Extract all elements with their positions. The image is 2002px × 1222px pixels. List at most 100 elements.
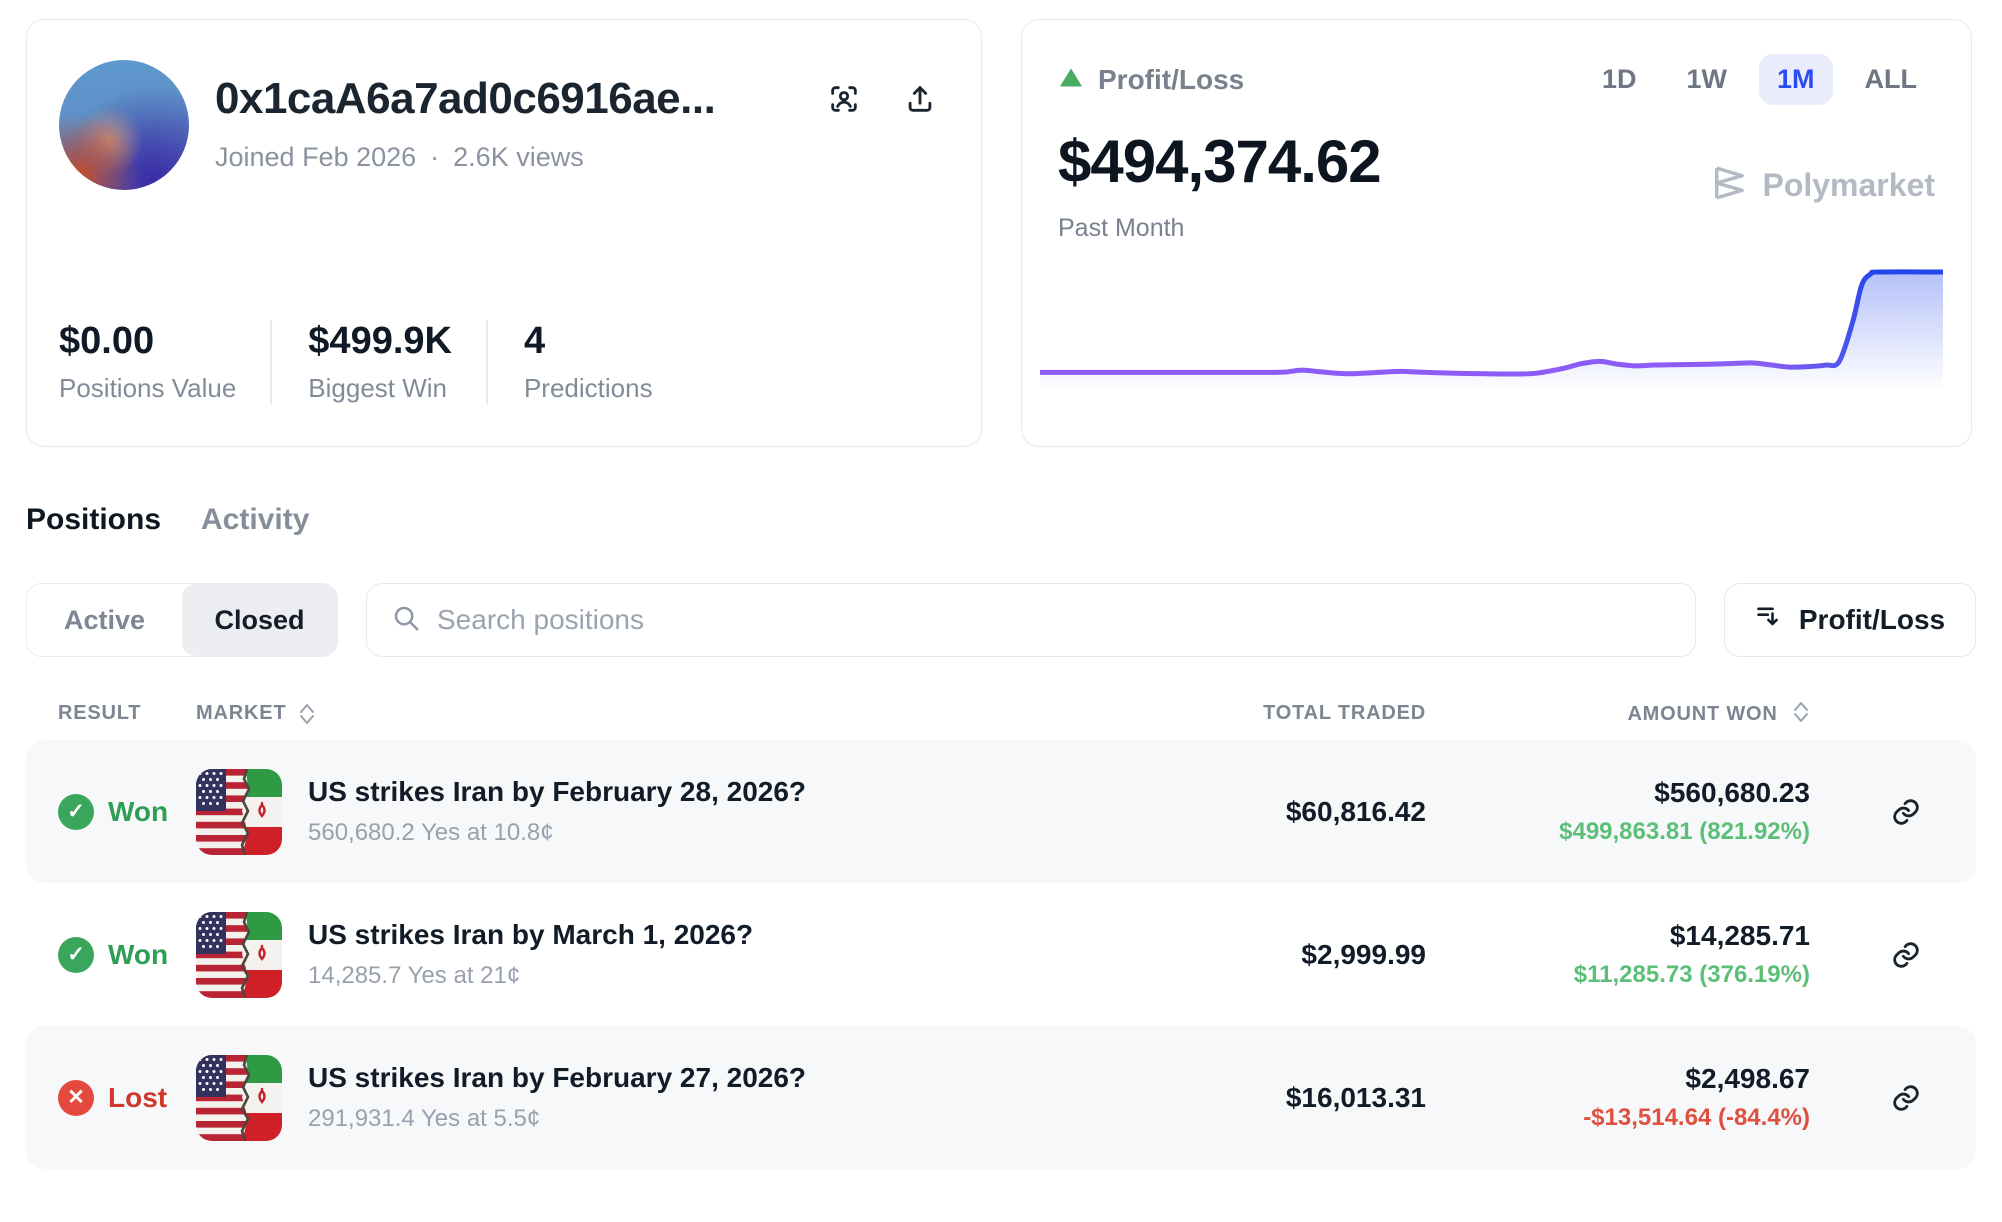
stat-positions-value: $0.00 Positions Value <box>59 320 270 404</box>
market-text: US strikes Iran by February 27, 2026? 29… <box>308 1062 806 1133</box>
market-title[interactable]: US strikes Iran by February 28, 2026? <box>308 776 807 807</box>
market-title[interactable]: US strikes Iran by March 1, 2026? <box>308 919 754 950</box>
avatar[interactable] <box>59 60 189 190</box>
pnl-chart-container <box>1040 262 1943 432</box>
range-all[interactable]: ALL <box>1864 64 1917 94</box>
link-icon[interactable] <box>1890 939 1922 971</box>
pnl-label: Profit/Loss <box>1098 63 1245 95</box>
views-count: 2.6K views <box>453 142 584 172</box>
result-label: Won <box>108 938 169 970</box>
amount-won-cell: $14,285.71 $11,285.73 (376.19%) <box>1476 920 1836 989</box>
profile-meta: Joined Feb 2026 · 2.6K views <box>215 142 817 173</box>
result-badge: ✓ Won <box>58 936 196 973</box>
pnl-period: Past Month <box>1058 214 1185 242</box>
total-traded-cell: $2,999.99 <box>1196 939 1476 971</box>
pnl-change-value: -$13,514.64 (-84.4%) <box>1583 1104 1810 1131</box>
predictions-label: Predictions <box>523 373 653 403</box>
search-input[interactable] <box>437 604 1671 636</box>
us-iran-flags-thumbnail <box>196 911 282 998</box>
table-row[interactable]: ✕ Lost <box>26 1026 1976 1169</box>
pnl-label-group: Profit/Loss <box>1058 64 1244 96</box>
amount-won-value: $2,498.67 <box>1685 1063 1810 1094</box>
top-section: 0x1caA6a7ad0c6916ae... Joined Feb 2026 ·… <box>26 19 1976 447</box>
sort-diamond-icon <box>298 703 316 725</box>
positions-value: $0.00 <box>59 320 155 362</box>
total-traded-cell: $60,816.42 <box>1196 796 1476 828</box>
header-market-wrap[interactable]: MARKET <box>196 702 1196 725</box>
positions-value-label: Positions Value <box>59 373 237 403</box>
us-iran-flags-thumbnail <box>196 768 282 855</box>
section-tabs: Positions Activity <box>26 503 1976 537</box>
market-cell[interactable]: US strikes Iran by February 28, 2026? 56… <box>196 768 1196 855</box>
result-status-icon: ✓ <box>58 936 94 973</box>
market-position-detail: 560,680.2 Yes at 10.8¢ <box>308 819 554 846</box>
range-1w[interactable]: 1W <box>1686 64 1728 94</box>
range-1m[interactable]: 1M <box>1759 54 1833 105</box>
pnl-chart <box>1040 269 1943 412</box>
biggest-win-label: Biggest Win <box>308 373 448 403</box>
pnl-card: Profit/Loss 1D 1W 1M ALL $494,374.62 Pas… <box>1021 19 1972 447</box>
tab-activity[interactable]: Activity <box>201 503 310 536</box>
header-amount-won-wrap[interactable]: AMOUNT WON <box>1476 701 1836 726</box>
sort-by-profit-loss-button[interactable]: Profit/Loss <box>1724 583 1976 657</box>
trend-up-triangle-icon <box>1058 65 1084 94</box>
stat-predictions: 4 Predictions <box>485 320 687 404</box>
market-position-detail: 14,285.7 Yes at 21¢ <box>308 962 521 989</box>
us-iran-flags-thumbnail <box>196 1054 282 1141</box>
header-amount-won: AMOUNT WON <box>1627 703 1778 725</box>
market-position-detail: 291,931.4 Yes at 5.5¢ <box>308 1105 541 1132</box>
profile-card: 0x1caA6a7ad0c6916ae... Joined Feb 2026 ·… <box>26 19 982 447</box>
result-cell: ✕ Lost <box>26 1079 196 1116</box>
joined-date: Joined Feb 2026 <box>215 142 417 172</box>
amount-won-value: $14,285.71 <box>1669 920 1810 951</box>
result-label: Lost <box>108 1081 168 1113</box>
table-row[interactable]: ✓ Won <box>26 740 1976 883</box>
sort-button-label: Profit/Loss <box>1798 604 1946 635</box>
pnl-value: $494,374.62 <box>1058 128 1382 195</box>
stat-biggest-win: $499.9K Biggest Win <box>270 320 486 404</box>
profile-identity: 0x1caA6a7ad0c6916ae... Joined Feb 2026 ·… <box>215 60 817 173</box>
profile-header: 0x1caA6a7ad0c6916ae... Joined Feb 2026 ·… <box>59 60 937 190</box>
market-cell[interactable]: US strikes Iran by February 27, 2026? 29… <box>196 1054 1196 1141</box>
amount-won-cell: $560,680.23 $499,863.81 (821.92%) <box>1476 777 1836 846</box>
polymarket-watermark: Polymarket <box>1708 162 1935 209</box>
table-row[interactable]: ✓ Won <box>26 883 1976 1026</box>
sort-icon <box>1755 603 1783 638</box>
action-cell <box>1836 939 1976 971</box>
result-label: Won <box>108 795 169 827</box>
result-status-icon: ✕ <box>58 1079 94 1116</box>
positions-filter-row: Active Closed Profit/Loss <box>26 583 1976 657</box>
total-traded-value: $2,999.99 <box>1301 938 1426 970</box>
table-header: RESULT MARKET TOTAL TRADED AMOUNT WON <box>26 701 1976 726</box>
result-cell: ✓ Won <box>26 936 196 973</box>
market-text: US strikes Iran by March 1, 2026? 14,285… <box>308 919 753 990</box>
meta-separator: · <box>430 142 440 172</box>
tab-positions[interactable]: Positions <box>26 503 162 536</box>
profile-page: 0x1caA6a7ad0c6916ae... Joined Feb 2026 ·… <box>26 19 1976 1169</box>
link-icon[interactable] <box>1890 1082 1922 1114</box>
share-upload-icon[interactable] <box>903 82 937 116</box>
market-title[interactable]: US strikes Iran by February 27, 2026? <box>308 1062 807 1093</box>
predictions-value: 4 <box>523 320 546 362</box>
profile-actions <box>827 60 937 116</box>
total-traded-value: $16,013.31 <box>1285 1081 1426 1113</box>
amount-won-value: $560,680.23 <box>1654 777 1810 808</box>
header-total-traded: TOTAL TRADED <box>1263 702 1426 724</box>
result-badge: ✓ Won <box>58 793 196 830</box>
action-cell <box>1836 1082 1976 1114</box>
filter-closed-button[interactable]: Closed <box>182 584 337 656</box>
link-icon[interactable] <box>1890 796 1922 828</box>
wallet-address: 0x1caA6a7ad0c6916ae... <box>215 74 716 123</box>
header-market: MARKET <box>196 702 287 724</box>
total-traded-cell: $16,013.31 <box>1196 1082 1476 1114</box>
profile-stats: $0.00 Positions Value $499.9K Biggest Wi… <box>59 320 937 404</box>
polymarket-logo-icon <box>1708 162 1750 209</box>
result-cell: ✓ Won <box>26 793 196 830</box>
market-cell[interactable]: US strikes Iran by March 1, 2026? 14,285… <box>196 911 1196 998</box>
filter-active-button[interactable]: Active <box>27 584 182 656</box>
range-1d[interactable]: 1D <box>1601 64 1637 94</box>
result-badge: ✕ Lost <box>58 1079 196 1116</box>
result-status-icon: ✓ <box>58 793 94 830</box>
time-range-selector: 1D 1W 1M ALL <box>1584 54 1935 105</box>
face-scan-icon[interactable] <box>827 82 861 116</box>
